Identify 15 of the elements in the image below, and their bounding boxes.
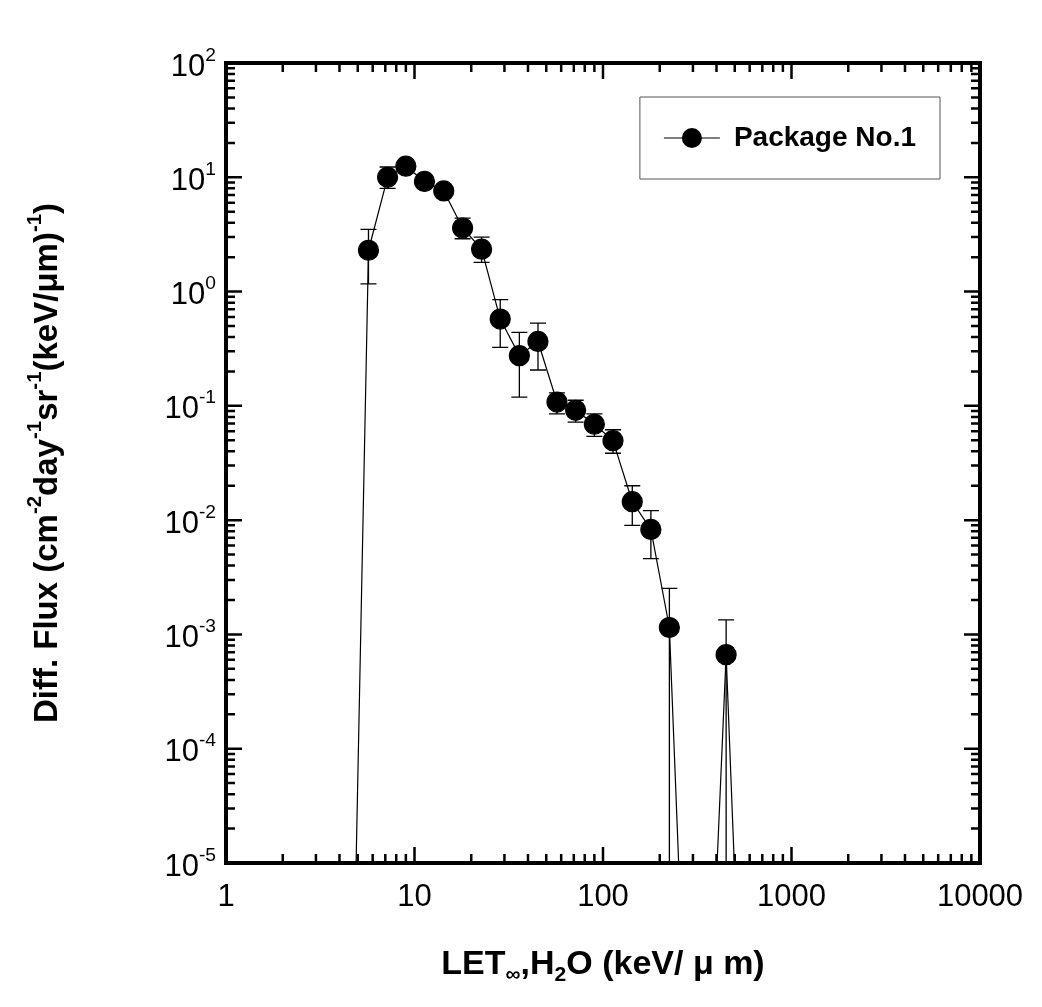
point	[413, 170, 436, 193]
point	[395, 155, 417, 177]
text: Diff. Flux (cm-2day-1sr-1(keV/μm)-1)	[22, 202, 65, 724]
point	[433, 180, 455, 202]
point	[508, 345, 530, 367]
x-tick-label: 10000	[936, 877, 1024, 913]
x-tick-label: 1	[217, 877, 235, 913]
point	[658, 616, 680, 639]
point	[357, 239, 380, 261]
x-tick-label: 1000	[757, 877, 826, 913]
point	[489, 308, 511, 330]
point	[621, 491, 643, 513]
x-tick-label: 10	[397, 877, 432, 913]
legend-label: Package No.1	[733, 120, 917, 152]
x-tick-label: 100	[577, 877, 629, 913]
